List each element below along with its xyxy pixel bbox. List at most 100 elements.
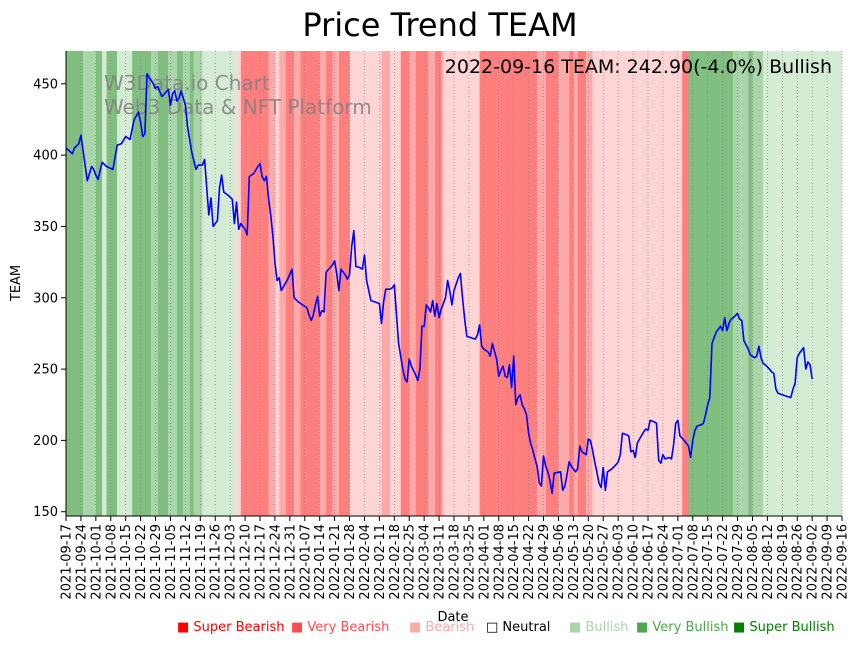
legend-label: Bearish — [425, 620, 475, 635]
x-tick-label: 2021-09-24 — [74, 524, 89, 600]
x-tick-label: 2021-10-29 — [149, 524, 164, 600]
x-tick-label: 2022-07-29 — [731, 524, 746, 600]
sentiment-band-very-bearish — [409, 51, 416, 516]
x-tick-label: 2022-06-17 — [642, 524, 657, 600]
x-tick-label: 2022-04-08 — [492, 524, 507, 600]
y-tick-label: 250 — [33, 363, 58, 378]
sentiment-band-very-bearish — [558, 51, 570, 516]
sentiment-band-very-bullish — [83, 51, 96, 516]
legend-label: Super Bearish — [193, 620, 285, 635]
legend: ■ Super Bearish ■ Very Bearish ■ Bearish… — [0, 620, 857, 638]
sentiment-band-super-bullish — [157, 51, 169, 516]
x-tick-label: 2022-07-08 — [686, 524, 701, 600]
x-tick-label: 2021-12-24 — [268, 524, 283, 600]
sentiment-band-bearish — [274, 51, 280, 516]
x-tick-label: 2022-08-12 — [761, 524, 776, 600]
sentiment-band-bearish — [349, 51, 382, 516]
sentiment-band-super-bullish — [748, 51, 753, 516]
x-tick-label: 2021-12-17 — [254, 524, 269, 600]
sentiment-band-super-bullish — [189, 51, 194, 516]
sentiment-bands — [66, 51, 842, 516]
legend-bullish: ■ Bullish — [569, 620, 628, 635]
x-tick-label: 2022-03-04 — [418, 524, 433, 600]
y-tick-label: 400 — [33, 149, 58, 164]
x-tick-label: 2022-04-29 — [537, 524, 552, 600]
sentiment-band-super-bearish — [300, 51, 320, 516]
legend-super-bullish: ■ Super Bullish — [733, 620, 835, 635]
x-tick-label: 2022-07-22 — [716, 524, 731, 600]
x-tick-label: 2022-01-28 — [343, 524, 358, 600]
y-tick-label: 450 — [33, 77, 58, 92]
x-tick-label: 2022-05-13 — [567, 524, 582, 600]
y-tick-label: 150 — [33, 505, 58, 520]
legend-label: Very Bearish — [307, 620, 390, 635]
x-tick-label: 2022-06-03 — [612, 524, 627, 600]
sentiment-band-very-bullish — [151, 51, 158, 516]
x-tick-label: 2022-05-06 — [552, 524, 567, 600]
x-tick-label: 2021-11-19 — [194, 524, 209, 600]
x-tick-label: 2021-12-03 — [224, 524, 239, 600]
sentiment-band-bearish — [236, 51, 241, 516]
x-tick-label: 2021-10-01 — [89, 524, 104, 600]
x-tick-label: 2022-07-01 — [671, 524, 686, 600]
x-tick-label: 2022-09-09 — [821, 524, 836, 600]
price-line — [65, 73, 813, 495]
x-tick-label: 2021-11-12 — [179, 524, 194, 600]
x-tick-label: 2022-06-24 — [656, 524, 671, 600]
sentiment-band-super-bullish — [95, 51, 103, 516]
legend-neutral: □ Neutral — [486, 620, 550, 635]
x-tick-label: 2021-12-31 — [283, 524, 298, 600]
x-tick-label: 2022-08-05 — [746, 524, 761, 600]
sentiment-band-very-bearish — [319, 51, 327, 516]
sentiment-band-bullish — [763, 51, 842, 516]
sentiment-band-very-bullish — [733, 51, 749, 516]
legend-very-bearish: ■ Very Bearish — [291, 620, 389, 635]
sentiment-band-super-bearish — [285, 51, 295, 516]
sentiment-band-super-bearish — [569, 51, 574, 516]
sentiment-band-bullish — [102, 51, 107, 516]
sentiment-band-very-bullish — [752, 51, 764, 516]
x-tick-label: 2022-08-26 — [791, 524, 806, 600]
y-tick-label: 200 — [33, 434, 58, 449]
legend-label: Super Bullish — [749, 620, 835, 635]
sentiment-band-bullish — [202, 51, 237, 516]
chart-title: Price Trend TEAM — [302, 6, 577, 44]
sentiment-band-super-bearish — [326, 51, 333, 516]
x-tick-label: 2021-11-05 — [164, 524, 179, 600]
legend-super-bearish: ■ Super Bearish — [177, 620, 285, 635]
watermark-line-2: Web3 Data & NFT Platform — [104, 95, 372, 119]
sentiment-band-very-bearish — [586, 51, 593, 516]
legend-label: Bullish — [585, 620, 629, 635]
sentiment-band-super-bearish — [545, 51, 559, 516]
y-tick-label: 350 — [33, 220, 58, 235]
sentiment-band-very-bearish — [537, 51, 546, 516]
y-tick-label: 300 — [33, 291, 58, 306]
x-tick-label: 2022-07-15 — [701, 524, 716, 600]
sentiment-band-super-bullish — [106, 51, 118, 516]
x-tick-label: 2021-09-17 — [60, 524, 75, 600]
sentiment-band-super-bullish — [66, 51, 84, 516]
x-tick-label: 2022-06-10 — [627, 524, 642, 600]
sentiment-band-super-bearish — [577, 51, 587, 516]
legend-marker: □ — [486, 620, 503, 635]
sentiment-band-very-bearish — [381, 51, 391, 516]
sentiment-band-bearish — [592, 51, 642, 516]
legend-label: Neutral — [502, 620, 551, 635]
sentiment-band-super-bearish — [240, 51, 269, 516]
legend-marker: ■ — [636, 620, 653, 635]
sentiment-band-super-bearish — [338, 51, 350, 516]
sentiment-band-bearish — [390, 51, 401, 516]
legend-marker: ■ — [569, 620, 586, 635]
sentiment-band-very-bearish — [441, 51, 444, 516]
sentiment-band-super-bearish — [400, 51, 410, 516]
sentiment-band-super-bullish — [176, 51, 184, 516]
watermark-line-1: W3Data.io Chart — [104, 71, 270, 95]
sentiment-band-very-bearish — [279, 51, 286, 516]
y-axis-label: TEAM — [9, 265, 24, 302]
x-tick-label: 2022-01-14 — [313, 524, 328, 600]
x-axis-ticks: 2021-09-17 2021-09-24 2021-10-01 2021-10-08… — [60, 516, 851, 600]
x-tick-label: 2021-10-15 — [119, 524, 134, 600]
sentiment-band-bullish — [117, 51, 133, 516]
x-tick-label: 2022-05-20 — [582, 524, 597, 600]
